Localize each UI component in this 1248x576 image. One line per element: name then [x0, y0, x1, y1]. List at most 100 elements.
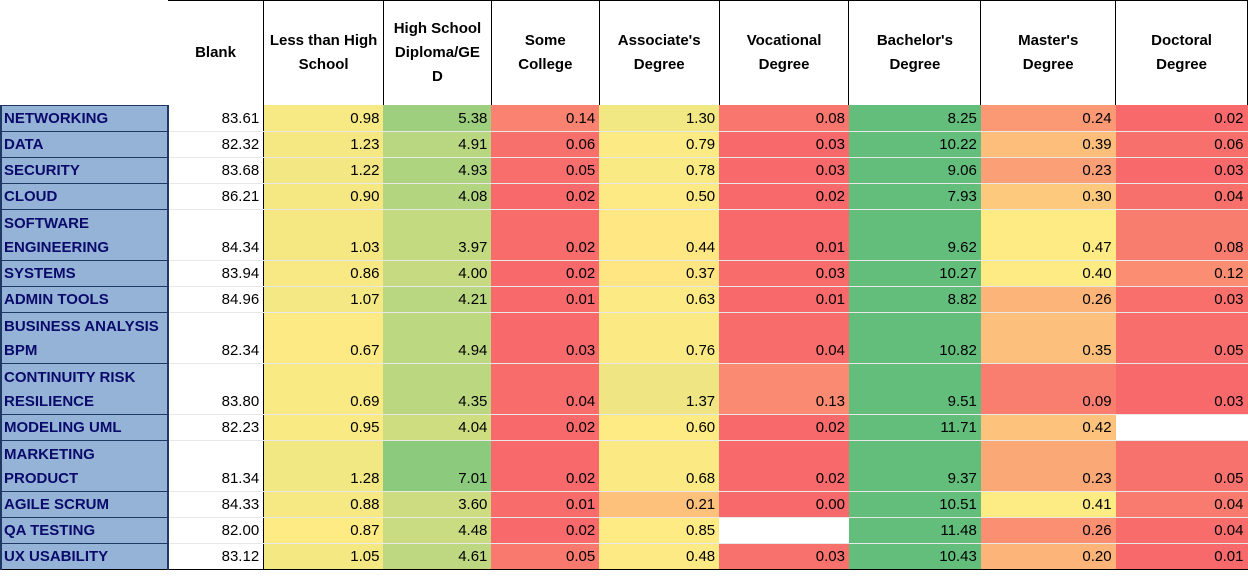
heatmap-cell: 0.02 — [491, 440, 600, 492]
heatmap-cell: 86.21 — [167, 183, 265, 210]
heatmap-cell: 0.48 — [599, 543, 720, 570]
heatmap-cell: 1.30 — [599, 105, 720, 132]
heatmap-cell — [719, 517, 849, 544]
row-label: NETWORKING — [0, 104, 169, 132]
heatmap-cell: 0.95 — [263, 414, 384, 441]
table-row: SYSTEMS 83.94 0.86 4.00 0.02 0.37 0.03 10.27 0.4… — [0, 259, 1248, 287]
heatmap-cell: 82.32 — [167, 131, 265, 158]
heatmap-cell: 0.02 — [719, 414, 849, 441]
heatmap-cell: 0.04 — [1115, 491, 1248, 518]
heatmap-cell: 0.05 — [491, 157, 600, 184]
row-label: SECURITY — [0, 156, 169, 184]
heatmap-cell: 0.03 — [719, 543, 849, 570]
table-row: SOFTWARE ENGINEERING 84.34 1.03 3.97 0.02 0.4… — [0, 208, 1248, 261]
heatmap-cell: 83.61 — [167, 105, 265, 132]
heatmap-cell: 0.02 — [491, 183, 600, 210]
heatmap-cell: 10.27 — [848, 260, 981, 287]
heatmap-cell: 0.04 — [1115, 517, 1248, 544]
heatmap-cell: 0.30 — [980, 183, 1116, 210]
heatmap-cell: 0.41 — [980, 491, 1116, 518]
column-header: Bachelor's Degree — [848, 0, 982, 105]
heatmap-cell: 9.06 — [848, 157, 981, 184]
row-label: MARKETING PRODUCT — [0, 439, 169, 492]
heatmap-cell: 0.23 — [980, 157, 1116, 184]
heatmap-cell: 0.60 — [599, 414, 720, 441]
heatmap-cell: 0.03 — [719, 260, 849, 287]
heatmap-cell: 10.43 — [848, 543, 981, 570]
heatmap-cell: 0.47 — [980, 209, 1116, 261]
heatmap-cell: 1.37 — [599, 363, 720, 415]
table-row: QA TESTING 82.00 0.87 4.48 0.02 0.85 11.48 0.26… — [0, 516, 1248, 544]
heatmap-cell: 84.34 — [167, 209, 265, 261]
heatmap-cell: 10.22 — [848, 131, 981, 158]
heatmap-cell: 0.02 — [1115, 105, 1248, 132]
heatmap-cell: 4.00 — [383, 260, 492, 287]
heatmap-cell: 0.12 — [1115, 260, 1248, 287]
row-label: ADMIN TOOLS — [0, 285, 169, 313]
heatmap-cell: 0.06 — [1115, 131, 1248, 158]
table-row: DATA 82.32 1.23 4.91 0.06 0.79 0.03 10.22 0.39 0.… — [0, 130, 1248, 158]
heatmap-cell: 83.12 — [167, 543, 265, 570]
corner-cell — [1, 0, 168, 105]
column-header: Associate's Degree — [599, 0, 720, 105]
heatmap-cell: 0.01 — [491, 286, 600, 313]
heatmap-cell: 0.06 — [491, 131, 600, 158]
heatmap-cell: 0.05 — [1115, 440, 1248, 492]
row-label: MODELING UML — [0, 413, 169, 441]
heatmap-cell: 8.25 — [848, 105, 981, 132]
row-label: SYSTEMS — [0, 259, 169, 287]
heatmap-cell: 0.08 — [1115, 209, 1248, 261]
heatmap-cell: 1.05 — [263, 543, 384, 570]
heatmap-cell: 83.80 — [167, 363, 265, 415]
heatmap-cell: 9.51 — [848, 363, 981, 415]
heatmap-cell: 4.61 — [383, 543, 492, 570]
heatmap-cell: 0.76 — [599, 312, 720, 364]
heatmap-cell: 82.00 — [167, 517, 265, 544]
table-row: MODELING UML 82.23 0.95 4.04 0.02 0.60 0.02 11.… — [0, 413, 1248, 441]
heatmap-cell: 4.94 — [383, 312, 492, 364]
heatmap-cell: 0.67 — [263, 312, 384, 364]
heatmap-cell: 0.08 — [719, 105, 849, 132]
table-row: ADMIN TOOLS 84.96 1.07 4.21 0.01 0.63 0.01 8.82… — [0, 285, 1248, 313]
heatmap-cell: 0.03 — [1115, 286, 1248, 313]
column-header: Master's Degree — [980, 0, 1117, 105]
heatmap-cell: 7.93 — [848, 183, 981, 210]
heatmap-cell: 0.13 — [719, 363, 849, 415]
heatmap-cell: 0.02 — [719, 440, 849, 492]
heatmap-cell: 0.01 — [719, 286, 849, 313]
heatmap-cell: 0.40 — [980, 260, 1116, 287]
heatmap-cell: 0.50 — [599, 183, 720, 210]
table-row: BUSINESS ANALYSIS BPM 82.34 0.67 4.94 0.03 0.… — [0, 311, 1248, 364]
table-row: CONTINUITY RISK RESILIENCE 83.80 0.69 4.35 0… — [0, 362, 1248, 415]
heatmap-cell: 0.87 — [263, 517, 384, 544]
heatmap-cell: 0.42 — [980, 414, 1116, 441]
heatmap-cell: 0.26 — [980, 517, 1116, 544]
row-label: CONTINUITY RISK RESILIENCE — [0, 362, 169, 415]
row-label: SOFTWARE ENGINEERING — [0, 208, 169, 261]
heatmap-cell: 0.26 — [980, 286, 1116, 313]
heatmap-cell: 1.23 — [263, 131, 384, 158]
heatmap-cell: 0.85 — [599, 517, 720, 544]
table-row: NETWORKING 83.61 0.98 5.38 0.14 1.30 0.08 8.25 0… — [0, 104, 1248, 132]
heatmap-cell: 9.37 — [848, 440, 981, 492]
heatmap-cell: 0.03 — [1115, 157, 1248, 184]
row-label: BUSINESS ANALYSIS BPM — [0, 311, 169, 364]
heatmap-cell: 0.39 — [980, 131, 1116, 158]
column-header: Blank — [167, 0, 265, 105]
table-row: SECURITY 83.68 1.22 4.93 0.05 0.78 0.03 9.06 0.2… — [0, 156, 1248, 184]
heatmap-cell: 9.62 — [848, 209, 981, 261]
heatmap-cell: 3.60 — [383, 491, 492, 518]
heatmap-cell: 1.28 — [263, 440, 384, 492]
column-header: Less than High School — [263, 0, 384, 105]
heatmap-cell: 0.68 — [599, 440, 720, 492]
heatmap-cell: 84.96 — [167, 286, 265, 313]
table-row: UX USABILITY 83.12 1.05 4.61 0.05 0.48 0.03 10.… — [0, 542, 1248, 570]
heatmap-cell: 0.69 — [263, 363, 384, 415]
heatmap-cell: 0.86 — [263, 260, 384, 287]
header-row: Blank Less than High School High School Dipl… — [1, 0, 1248, 105]
heatmap-cell: 0.24 — [980, 105, 1116, 132]
heatmap-cell: 81.34 — [167, 440, 265, 492]
heatmap-cell: 0.04 — [491, 363, 600, 415]
heatmap-cell: 4.35 — [383, 363, 492, 415]
